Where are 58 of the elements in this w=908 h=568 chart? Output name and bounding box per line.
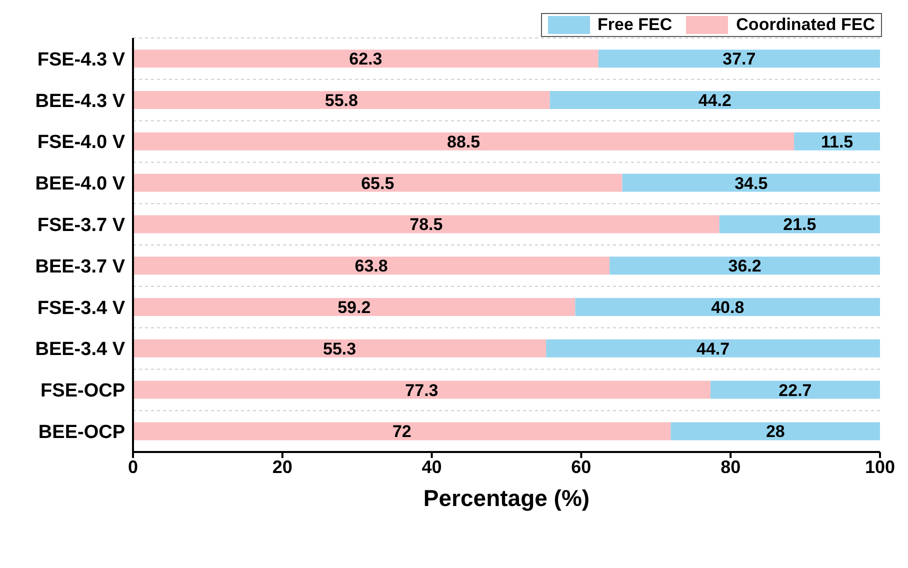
x-tick-label: 80 [720,456,741,477]
data-label: 59.2 [338,298,371,318]
data-label: 22.7 [778,380,812,400]
bar [133,298,576,316]
x-axis-title: Percentage (%) [423,485,590,511]
y-tick-label: FSE-3.4 V [37,298,126,319]
legend-label: Free FEC [598,15,672,35]
data-label: 11.5 [820,132,854,152]
bar [670,422,880,440]
bar [710,380,880,399]
data-label: 44.2 [698,91,732,110]
data-label: 62.3 [349,50,382,69]
y-tick-label: BEE-3.7 V [35,256,126,278]
bar [133,215,720,234]
x-tick-label: 0 [128,456,138,477]
data-label: 65.5 [361,174,394,193]
legend-label: Coordinated FEC [736,15,875,35]
x-tick-label: 20 [272,456,292,477]
y-tick-label: FSE-4.0 V [37,132,126,154]
data-label: 63.8 [354,256,388,276]
bar [133,132,794,150]
bar [133,339,546,358]
data-label: 55.3 [323,339,356,358]
bar [610,256,880,275]
bar [133,422,671,440]
y-tick-label: FSE-3.7 V [37,215,126,236]
data-label: 44.7 [696,339,730,358]
bar [550,90,880,109]
bar [133,256,610,275]
data-label: 72 [392,422,412,442]
y-tick-label: BEE-4.3 V [35,90,126,112]
y-tick-label: FSE-OCP [40,380,126,402]
bar [546,339,880,358]
data-label: 55.8 [324,91,358,110]
x-tick-label: 100 [864,456,896,477]
bar [133,50,598,68]
data-label: 21.5 [783,215,816,234]
y-tick-label: FSE-4.3 V [37,49,126,70]
data-label: 28 [766,422,785,442]
data-label: 78.5 [410,215,443,234]
data-label: 77.3 [405,380,438,400]
bar [622,174,880,192]
data-label: 88.5 [447,132,480,152]
data-label: 40.8 [711,298,744,318]
bar [719,215,880,234]
data-label: 36.2 [728,256,762,276]
data-label: 34.5 [734,174,768,193]
bar [598,50,880,68]
y-tick-label: BEE-OCP [38,422,126,444]
x-tick-label: 60 [571,456,592,477]
bar [133,380,710,399]
y-tick-label: BEE-4.0 V [35,174,126,195]
y-tick-label: BEE-3.4 V [35,339,126,360]
bar [575,298,880,316]
data-label: 37.7 [722,50,756,69]
bar [133,90,550,109]
bar [133,174,622,192]
x-tick-label: 40 [422,456,442,477]
